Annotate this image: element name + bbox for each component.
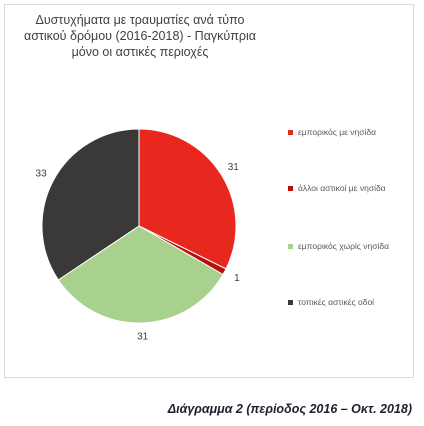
data-label: 31 xyxy=(137,332,149,343)
data-label: 33 xyxy=(36,168,48,179)
legend-item: άλλοι αστικοί με νησίδα xyxy=(288,182,398,195)
chart: 31 1 31 33 xyxy=(36,128,240,343)
data-label: 31 xyxy=(228,162,240,173)
legend-label: άλλοι αστικοί με νησίδα xyxy=(298,183,386,193)
legend-swatch xyxy=(288,244,293,249)
chart-title: Δυστυχήματα με τραυματίες ανά τύπο αστικ… xyxy=(23,13,257,59)
legend-label: εμπορικός με νησίδα xyxy=(298,127,377,137)
pie-slice xyxy=(138,128,237,270)
legend-item: εμπορικός με νησίδα xyxy=(288,126,398,139)
legend-item: εμπορικός χωρίς νησίδα xyxy=(288,240,398,253)
legend-swatch xyxy=(288,186,293,191)
legend-label: εμπορικός χωρίς νησίδα xyxy=(298,241,390,251)
pie-slice xyxy=(41,128,140,281)
legend-swatch xyxy=(288,300,293,305)
caption: Διάγραμμα 2 (περίοδος 2016 – Οκτ. 2018) xyxy=(167,402,412,416)
chart-frame xyxy=(4,4,414,378)
data-label: 1 xyxy=(234,273,240,284)
legend-label: τοπικές αστικές οδοί xyxy=(298,297,375,307)
legend-swatch xyxy=(288,130,293,135)
pie-slice xyxy=(57,225,224,324)
legend-item: τοπικές αστικές οδοί xyxy=(288,296,398,309)
